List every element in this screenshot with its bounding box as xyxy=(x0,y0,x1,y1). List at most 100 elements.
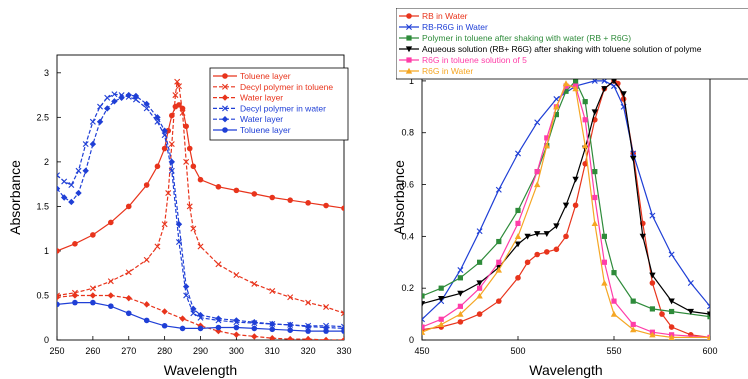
data-point xyxy=(269,194,276,201)
data-point xyxy=(630,326,637,333)
data-point xyxy=(322,336,330,340)
data-point xyxy=(620,91,627,98)
data-point xyxy=(438,295,445,302)
data-point xyxy=(269,288,276,295)
data-point xyxy=(544,135,550,141)
data-point xyxy=(514,241,522,248)
data-point xyxy=(543,142,550,149)
x-tick-label: 500 xyxy=(510,346,525,356)
data-point xyxy=(649,280,656,286)
data-point xyxy=(89,292,97,299)
legend-label: Toluene layer xyxy=(240,125,291,135)
data-point xyxy=(286,321,294,329)
series xyxy=(422,78,710,318)
data-point xyxy=(687,308,694,315)
data-point xyxy=(183,158,190,165)
data-point xyxy=(582,117,588,123)
data-point xyxy=(639,233,646,240)
y-tick-label: 3 xyxy=(44,68,49,78)
data-point xyxy=(233,324,240,331)
data-point xyxy=(143,100,150,108)
data-point xyxy=(154,114,161,121)
series-line xyxy=(422,82,710,338)
data-point xyxy=(125,91,132,99)
data-point xyxy=(496,259,502,265)
data-point xyxy=(553,96,560,103)
data-point xyxy=(706,311,710,318)
data-point xyxy=(668,298,675,305)
legend-marker xyxy=(222,73,228,79)
data-point xyxy=(562,202,570,209)
data-point xyxy=(610,78,618,85)
x-tick-label: 310 xyxy=(265,346,280,356)
data-point xyxy=(534,251,540,258)
data-point xyxy=(125,269,132,276)
data-point xyxy=(169,112,175,119)
data-point xyxy=(125,294,132,302)
data-point xyxy=(215,327,222,335)
data-point xyxy=(72,241,78,247)
data-point xyxy=(61,178,68,185)
data-point xyxy=(68,198,75,206)
data-point xyxy=(197,325,204,332)
data-point xyxy=(143,317,150,324)
legend-marker xyxy=(406,13,412,19)
x-axis-label: Wavelength xyxy=(164,362,237,378)
data-point xyxy=(143,301,150,308)
data-point xyxy=(457,290,464,297)
data-point xyxy=(341,328,344,334)
data-point xyxy=(179,325,186,332)
data-point xyxy=(553,103,560,110)
data-point xyxy=(601,259,607,265)
legend-label: Toluene layer xyxy=(240,71,291,81)
data-point xyxy=(553,111,559,118)
legend-marker xyxy=(406,35,412,41)
data-point xyxy=(111,98,118,105)
data-point xyxy=(89,118,96,125)
x-tick-label: 450 xyxy=(414,346,429,356)
data-point xyxy=(108,219,114,226)
data-point xyxy=(233,271,240,278)
data-point xyxy=(706,334,710,340)
data-point xyxy=(515,220,521,227)
data-point xyxy=(669,308,675,315)
data-point xyxy=(457,267,464,274)
data-point xyxy=(562,80,570,87)
legend-marker xyxy=(222,105,228,112)
data-point xyxy=(57,301,60,308)
data-point xyxy=(233,317,240,324)
data-point xyxy=(649,331,656,338)
data-point xyxy=(610,310,618,317)
legend-label: Decyl polymer in toluene xyxy=(240,82,333,92)
legend-box xyxy=(209,67,349,141)
data-point xyxy=(161,308,168,315)
x-tick-label: 290 xyxy=(193,346,208,356)
data-point xyxy=(305,328,311,334)
data-point xyxy=(168,158,175,166)
series-line xyxy=(57,94,344,329)
data-point xyxy=(304,323,312,330)
legend-label: Water layer xyxy=(240,114,283,124)
data-point xyxy=(457,319,464,325)
data-point xyxy=(176,102,182,108)
data-point xyxy=(687,280,694,286)
data-point xyxy=(57,172,60,179)
data-point xyxy=(190,310,197,317)
legend-marker xyxy=(405,46,413,53)
data-point xyxy=(251,333,258,340)
data-point xyxy=(707,314,710,320)
plot-frame xyxy=(421,54,711,341)
data-point xyxy=(143,182,150,188)
x-axis-label: Wavelength xyxy=(529,362,602,378)
data-point xyxy=(591,220,598,227)
data-point xyxy=(71,292,79,299)
data-point xyxy=(477,285,483,291)
data-point xyxy=(90,232,96,238)
data-point xyxy=(524,259,531,266)
data-point xyxy=(154,243,161,250)
data-point xyxy=(118,94,125,101)
legend-label: Decyl polymer in water xyxy=(240,103,326,113)
x-tick-label: 300 xyxy=(229,346,244,356)
series-line xyxy=(422,79,710,318)
